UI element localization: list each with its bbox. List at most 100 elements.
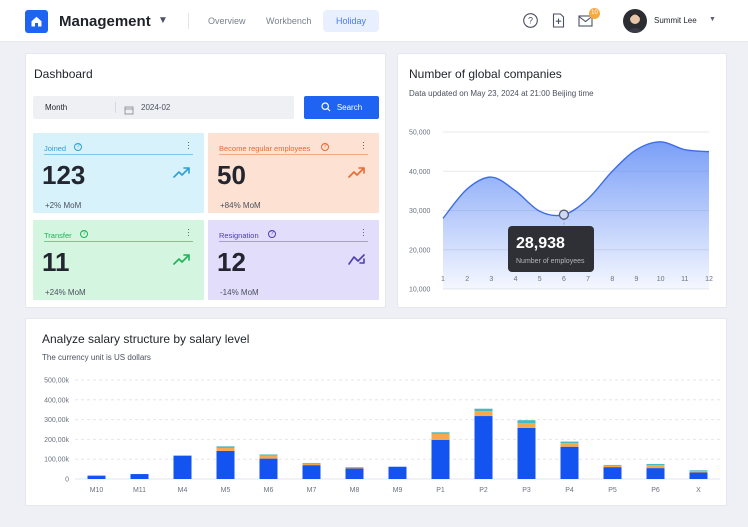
new-document-icon[interactable] [550,12,567,29]
x-tick-label: 2 [465,276,469,283]
bar-chart: 0 100,00k 200,00k 300,00k 400,00k 500,00k M10 M… [44,378,720,494]
bar-segment [474,411,493,417]
stat-card-resignation[interactable]: Resignation ? · · · 12 -14% MoM [208,220,379,300]
bar-segment [345,467,364,469]
mail-badge: 10 [589,8,600,19]
help-icon[interactable]: ? [321,143,329,151]
bar-segment [560,443,579,447]
stat-card-transfer[interactable]: Transfer ? · · · 11 +24% MoM [33,220,204,300]
stat-mom: +24% MoM [45,288,86,297]
tab-holiday[interactable]: Holiday [323,10,379,32]
stat-mom: +84% MoM [220,201,261,210]
x-tick-label: M6 [264,487,274,494]
user-name[interactable]: Summit Lee [654,16,697,25]
tab-workbench[interactable]: Workbench [266,16,312,26]
x-tick-label: X [696,487,701,494]
x-tick-label: P2 [479,487,488,494]
trend-up-icon [348,165,366,184]
bar-segment [216,447,235,451]
help-icon[interactable]: ? [74,143,82,151]
app-switcher-caret-icon[interactable]: ▼ [158,15,168,26]
bar-segment [646,468,665,479]
x-tick-label: M8 [350,487,360,494]
stat-card-joined[interactable]: Joined ? · · · 123 +2% MoM [33,133,204,213]
stat-value: 50 [217,160,246,190]
trend-up-icon [173,165,191,184]
y-tick-label: 10,000 [409,287,431,294]
svg-text:?: ? [528,16,533,26]
bar-segment [689,470,708,472]
bar-segment [431,433,450,440]
tab-overview[interactable]: Overview [208,16,246,26]
more-icon[interactable]: · · · [362,137,365,153]
stat-card-regular-employees[interactable]: Become regular employees ? · · · 50 +84% M… [208,133,379,213]
bar-segment [517,422,536,428]
bar-segment [517,427,536,479]
series-line [442,141,710,219]
y-tick-label: 400,00k [44,397,69,404]
stat-mom: +2% MoM [45,201,82,210]
bar-segment [259,455,278,459]
bar-segment [259,454,278,456]
more-icon[interactable]: · · · [187,224,190,240]
salary-title: Analyze salary structure by salary level [42,332,250,346]
x-tick-label: M4 [178,487,188,494]
bar-segment [302,462,321,464]
month-value[interactable]: 2024-02 [141,103,171,112]
stat-divider [219,154,368,155]
x-tick-label: 1 [441,276,445,283]
help-icon[interactable]: ? [80,230,88,238]
bar-segment [216,446,235,448]
x-tick-label: 9 [635,276,639,283]
bar-segment [431,439,450,479]
filter-divider [115,102,116,113]
x-tick-label: M9 [393,487,403,494]
home-logo-icon[interactable] [25,10,48,33]
bar-segment [431,432,450,434]
x-tick-label: 11 [681,276,688,283]
app-title: Management [59,13,151,30]
global-subtitle: Data updated on May 23, 2024 at 21:00 Be… [409,89,594,98]
x-tick-label: 8 [610,276,614,283]
stat-divider [44,241,193,242]
bar-segment [646,465,665,469]
x-tick-label: P4 [565,487,574,494]
more-icon[interactable]: · · · [362,224,365,240]
bar-segment [173,455,192,479]
bar-segment [560,446,579,479]
stat-value: 123 [42,160,86,190]
bar-segment [646,463,665,466]
search-icon [321,101,331,114]
more-icon[interactable]: · · · [187,137,190,153]
stat-value: 11 [42,247,70,277]
dashboard-title: Dashboard [34,67,93,81]
stat-label: Joined [44,144,67,153]
stat-mom: -14% MoM [220,288,259,297]
x-tick-label: M10 [90,487,104,494]
help-icon[interactable]: ? [268,230,276,238]
trend-up-icon [173,252,191,271]
avatar[interactable] [623,9,647,33]
search-button[interactable]: Search [304,96,379,119]
bar-segment [388,466,407,479]
global-title: Number of global companies [409,67,562,81]
top-bar: Management ▼ Overview Workbench Holiday … [0,0,748,42]
x-tick-label: 4 [514,276,518,283]
x-tick-label: M7 [307,487,317,494]
help-icon[interactable]: ? [522,12,539,29]
x-tick-label: M5 [221,487,231,494]
x-tick-label: M11 [133,487,146,494]
x-tick-label: P5 [608,487,617,494]
x-tick-label: 5 [538,276,542,283]
y-tick-label: 40,000 [409,169,431,176]
user-menu-caret-icon[interactable]: ▼ [709,16,716,23]
bar-segment [474,408,493,412]
month-filter[interactable]: Month 2024-02 [33,96,294,119]
salary-subtitle: The currency unit is US dollars [42,353,151,362]
stat-divider [44,154,193,155]
y-tick-label: 500,00k [44,378,69,385]
mail-icon[interactable] [577,12,594,29]
x-tick-label: 6 [562,276,566,283]
bar-segment [560,441,579,444]
